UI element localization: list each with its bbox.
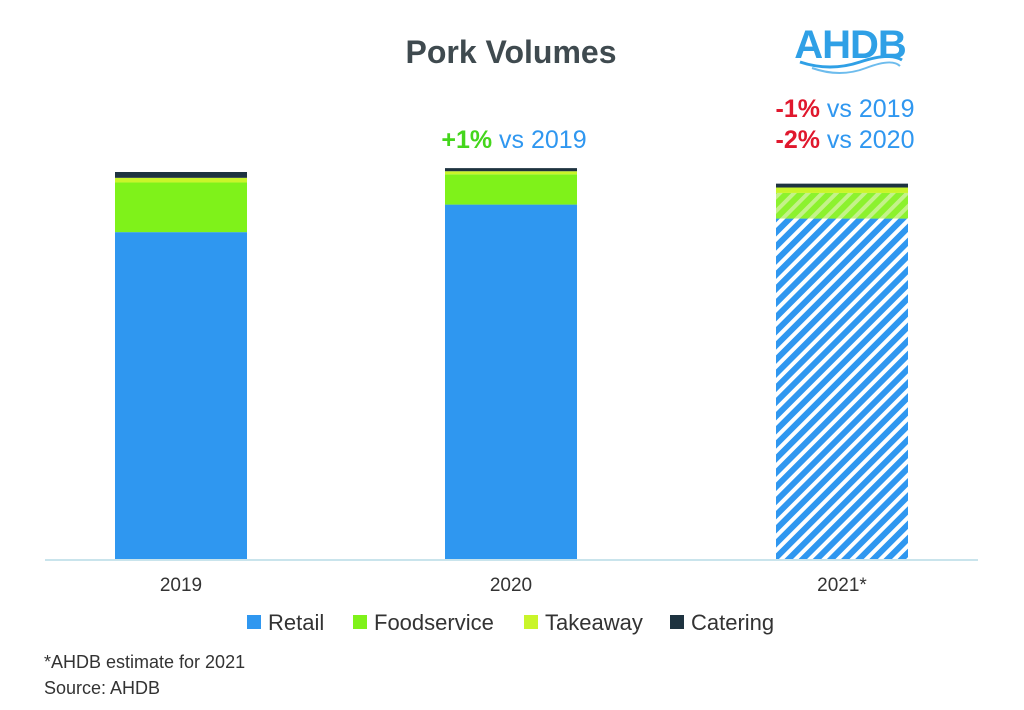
ahdb-logo-text: AHDB [794,23,906,67]
legend-item-retail: Retail [247,610,324,635]
annotation-2021: -1% vs 2019 [776,95,915,123]
legend-item-foodservice: Foodservice [353,610,494,635]
legend-label: Retail [268,610,324,635]
bar-foodservice-2020 [445,174,577,205]
legend-swatch [353,615,367,629]
annotation-2020: +1% vs 2019 [441,126,586,154]
bar-foodservice-2021 [776,192,908,219]
bar-retail-2021 [776,218,908,560]
chart-title: Pork Volumes [405,34,616,70]
bar-takeaway-2020 [445,171,577,175]
bar-catering-2021 [776,183,908,188]
estimate-footnote: *AHDB estimate for 2021 [44,652,246,672]
bar-catering-2020 [445,168,577,172]
x-tick-label: 2019 [160,575,202,596]
legend-label: Takeaway [545,610,643,635]
x-tick-label: 2020 [490,575,532,596]
bar-annotations: +1% vs 2019 -1% vs 2019 -2% vs 2020 [441,95,914,154]
legend-swatch [670,615,684,629]
legend-label: Catering [691,610,774,635]
x-tick-label: 2021* [817,575,867,596]
legend-swatch [524,615,538,629]
bar-takeaway-2019 [115,177,247,183]
legend-swatch [247,615,261,629]
bar-catering-2019 [115,172,247,178]
x-tick-labels: 2019 2020 2021* [160,575,868,596]
bar-retail-2020 [445,204,577,561]
bar-takeaway-2021 [776,187,908,193]
source-footnote: Source: AHDB [44,678,161,698]
bar-retail-2019 [115,232,247,560]
bars-layer [115,168,908,561]
bar-foodservice-2019 [115,182,247,233]
ahdb-logo: AHDB [794,23,907,74]
legend-item-catering: Catering [670,610,774,635]
legend-label: Foodservice [374,610,494,635]
legend-item-takeaway: Takeaway [524,610,643,635]
annotation-2021: -2% vs 2020 [776,126,915,154]
logo-wave-icon [799,55,903,69]
legend: Retail Foodservice Takeaway Catering [247,610,774,635]
